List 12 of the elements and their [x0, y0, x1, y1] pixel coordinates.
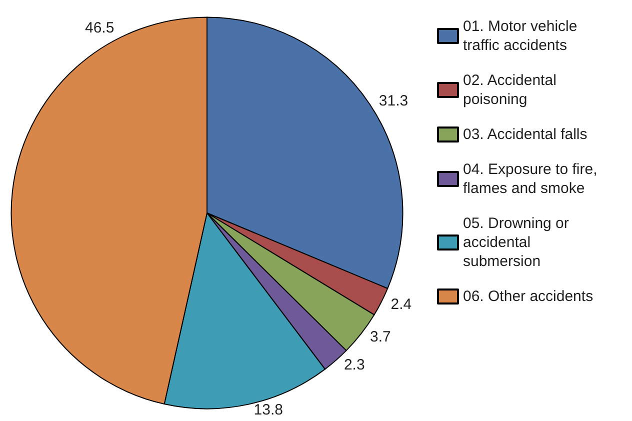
legend-label: 01. Motor vehicle traffic accidents	[463, 18, 582, 54]
data-label: 2.3	[344, 356, 365, 374]
data-label: 46.5	[84, 19, 114, 36]
legend-label: 02. Accidental poisoning	[463, 72, 561, 108]
legend-label: 05. Drowning or accidental submersion	[463, 215, 574, 270]
legend-label: 04. Exposure to fire, flames and smoke	[463, 161, 602, 197]
legend-label: 06. Other accidents	[463, 288, 594, 305]
data-label: 2.4	[390, 296, 412, 314]
data-label: 31.3	[378, 92, 408, 110]
data-label: 13.8	[254, 402, 283, 419]
data-label: 3.7	[370, 328, 391, 346]
legend-label: 03. Accidental falls	[463, 126, 588, 143]
